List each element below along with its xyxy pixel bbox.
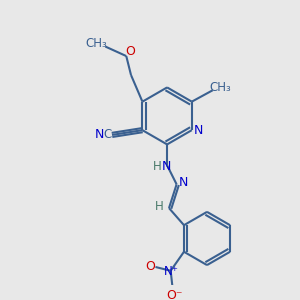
Text: O: O	[145, 260, 155, 274]
Text: N: N	[95, 128, 104, 141]
Text: O⁻: O⁻	[166, 289, 183, 300]
Text: N: N	[194, 124, 203, 137]
Text: N: N	[178, 176, 188, 189]
Text: C: C	[103, 128, 111, 141]
Text: H: H	[153, 160, 162, 173]
Text: CH₃: CH₃	[209, 81, 231, 94]
Text: N: N	[161, 160, 171, 173]
Text: O: O	[125, 45, 135, 58]
Text: N⁺: N⁺	[164, 265, 179, 278]
Text: H: H	[155, 200, 164, 213]
Text: CH₃: CH₃	[85, 37, 107, 50]
